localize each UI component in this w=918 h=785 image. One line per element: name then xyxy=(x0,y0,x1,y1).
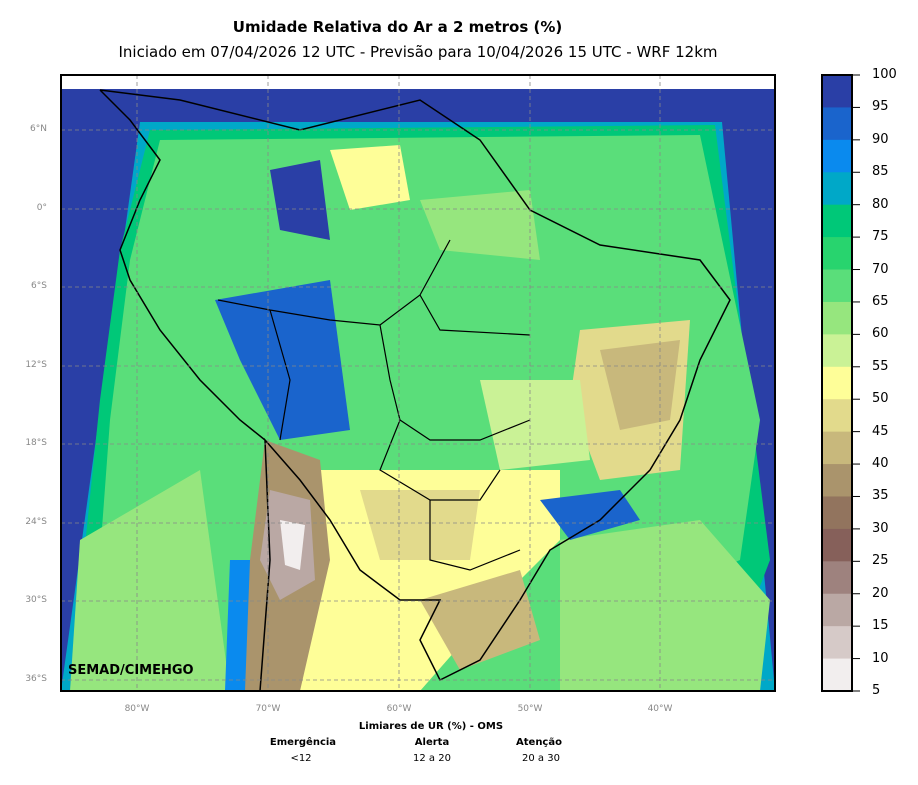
colorbar-tick-label: 10 xyxy=(872,650,889,666)
colorbar-bin xyxy=(822,107,852,141)
colorbar-tick-label: 60 xyxy=(872,326,889,342)
colorbar-tick-label: 90 xyxy=(872,131,889,147)
lat-label: 12°S xyxy=(25,360,47,370)
lon-label: 40°W xyxy=(647,704,673,714)
colorbar-bin xyxy=(822,658,852,692)
lon-label: 50°W xyxy=(517,704,543,714)
colorbar-bin xyxy=(822,496,852,530)
gridlines xyxy=(61,75,775,691)
colorbar-tick-label: 15 xyxy=(872,618,889,634)
colorbar-bin xyxy=(822,399,852,433)
legend-title: Limiares de UR (%) - OMS xyxy=(358,721,504,732)
colorbar-bin xyxy=(822,626,852,660)
colorbar-bin xyxy=(822,464,852,497)
colorbar-tick-label: 25 xyxy=(872,553,889,569)
colorbar-tick-label: 95 xyxy=(872,99,889,115)
coastline xyxy=(99,89,731,691)
colorbar-bin xyxy=(822,139,852,173)
lat-label: 36°S xyxy=(25,674,47,684)
lon-label: 70°W xyxy=(255,704,281,714)
legend-alerta-range: 12 a 20 xyxy=(413,753,451,764)
lat-label: 18°S xyxy=(25,438,47,448)
colorbar-bin xyxy=(822,593,852,627)
lat-label: 6°S xyxy=(31,281,47,291)
colorbar-bin xyxy=(822,561,852,595)
colorbar-tick-label: 35 xyxy=(872,488,889,504)
colorbar-tick-label: 65 xyxy=(872,293,889,309)
colorbar-tick-label: 85 xyxy=(872,164,889,180)
colorbar-bin xyxy=(822,237,852,271)
lon-label: 80°W xyxy=(124,704,150,714)
colorbar-tick-label: 30 xyxy=(872,520,889,536)
colorbar-bin xyxy=(822,204,852,238)
lat-label: 6°N xyxy=(30,124,47,134)
chart-title: Umidade Relativa do Ar a 2 metros (%) xyxy=(232,18,563,36)
colorbar-tick-label: 5 xyxy=(872,683,881,698)
credit-label: SEMAD/CIMEHGO xyxy=(68,663,194,678)
legend-alerta-label: Alerta xyxy=(414,737,450,748)
map-frame xyxy=(60,74,776,692)
colorbar-tick-label: 55 xyxy=(872,358,889,374)
lat-label: 0° xyxy=(36,203,47,213)
colorbar-bin xyxy=(822,528,852,562)
lon-label: 60°W xyxy=(386,704,412,714)
lat-label: 30°S xyxy=(25,595,47,605)
colorbar xyxy=(822,74,860,692)
legend-emergencia-range: <12 xyxy=(290,753,312,764)
lat-label: 24°S xyxy=(25,517,47,527)
legend-atencao-range: 20 a 30 xyxy=(522,753,560,764)
colorbar-bin xyxy=(822,301,852,335)
colorbar-tick-label: 40 xyxy=(872,456,889,472)
colorbar-tick-label: 75 xyxy=(872,229,889,245)
borders xyxy=(217,239,531,571)
colorbar-tick-label: 80 xyxy=(872,196,889,212)
colorbar-bin xyxy=(822,75,852,108)
colorbar-bin xyxy=(822,366,852,400)
legend-emergencia-label: Emergência xyxy=(269,737,337,748)
colorbar-bin xyxy=(822,334,852,368)
colorbar-tick-label: 70 xyxy=(872,261,889,277)
chart-subtitle: Iniciado em 07/04/2026 12 UTC - Previsão… xyxy=(118,43,718,61)
colorbar-bin xyxy=(822,172,852,206)
colorbar-tick-label: 45 xyxy=(872,423,889,439)
colorbar-bin xyxy=(822,431,852,465)
colorbar-tick-label: 100 xyxy=(872,67,897,82)
colorbar-tick-label: 50 xyxy=(872,391,889,407)
legend-atencao-label: Atenção xyxy=(516,737,562,748)
colorbar-tick-label: 20 xyxy=(872,585,889,601)
colorbar-bin xyxy=(822,269,852,303)
